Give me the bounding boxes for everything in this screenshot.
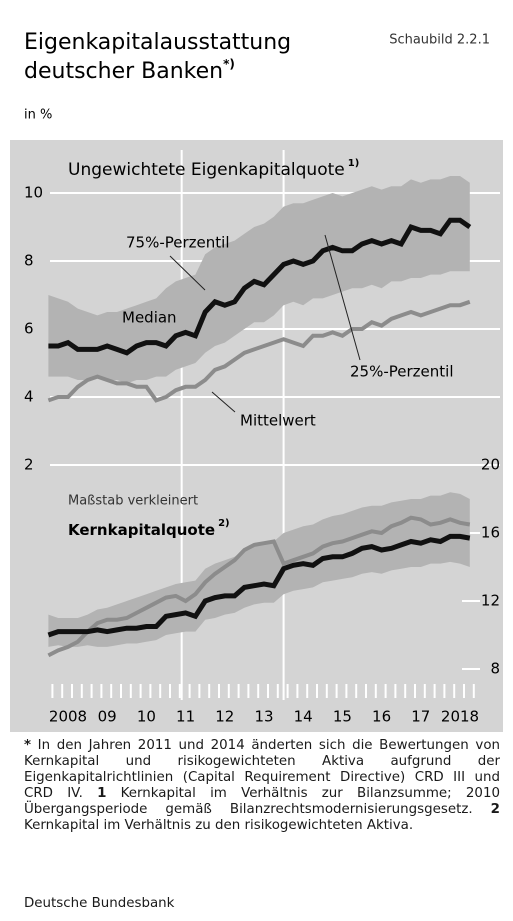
chart: Eigenkapitalausstattung deutscher Banken… — [10, 30, 503, 732]
x-tick-label: 12 — [215, 708, 234, 726]
series-line — [47, 533, 471, 638]
leader-line — [169, 255, 206, 291]
annotation: Maßstab verkleinert — [68, 494, 198, 509]
x-tick-label: 17 — [411, 708, 430, 726]
x-tick-label: 09 — [98, 708, 117, 726]
x-tick-label: 10 — [137, 708, 156, 726]
footnote-text: Kernkapital im Verhältnis zur Bilanzsumm… — [24, 786, 500, 817]
panel-title: Ungewichtete Eigenkapitalquote 1) — [68, 158, 359, 180]
x-tick-label: 11 — [176, 708, 195, 726]
panel-title: Ungewichtete Eigenkapitalquote — [68, 160, 345, 180]
leader-line — [211, 391, 236, 413]
series-line — [48, 217, 472, 356]
y-tick-label: 4 — [24, 388, 34, 406]
x-tick-label: 15 — [333, 708, 352, 726]
x-tick-label: 2008 — [49, 708, 87, 726]
footnote-marker: 1 — [97, 786, 107, 801]
source: Deutsche Bundesbank — [24, 896, 175, 911]
footnote: * In den Jahren 2011 und 2014 änderten s… — [24, 738, 500, 834]
data — [47, 176, 472, 658]
figure-label: Schaubild 2.2.1 — [389, 33, 490, 48]
y2-tick-label: 8 — [490, 660, 500, 678]
y-tick-label: 10 — [24, 184, 43, 202]
y2-tick-label: 16 — [481, 524, 500, 542]
x-tick-label: 13 — [254, 708, 273, 726]
series-line — [47, 299, 471, 403]
panel-title: Kernkapitalquote 2) — [68, 518, 230, 539]
chart-title: deutscher Banken — [24, 59, 223, 84]
series-line — [47, 515, 471, 658]
x-tick-label: 14 — [294, 708, 313, 726]
title-note: *) — [223, 57, 235, 71]
annotation: 75%-Perzentil — [126, 234, 229, 252]
labels: Ungewichtete Eigenkapitalquote 1) 75%-Per… — [24, 158, 500, 726]
unit-label: in % — [24, 108, 52, 123]
y2-tick-label: 12 — [481, 592, 500, 610]
percentile-band — [48, 176, 470, 384]
chart-title: deutscher Banken*) — [24, 57, 235, 85]
footnote-marker: * — [24, 738, 32, 753]
footnote-text: In den Jahren 2011 und 2014 änderten sic… — [24, 738, 500, 801]
footnote-marker: 2 — [490, 802, 500, 817]
x-tick-label: 16 — [372, 708, 391, 726]
chart-title: Eigenkapitalausstattung — [24, 30, 291, 55]
footnote-text: Kernkapital im Verhältnis zu den risikog… — [24, 818, 414, 833]
y-tick-label: 8 — [24, 252, 34, 270]
x-tick-label: 2018 — [441, 708, 479, 726]
panel-note: 2) — [218, 518, 230, 529]
series-label: Median — [122, 309, 177, 327]
y-tick-label: 6 — [24, 320, 34, 338]
y-tick-label: 2 — [24, 456, 34, 474]
percentile-band — [48, 492, 470, 647]
y2-tick-label: 20 — [481, 456, 500, 474]
annotation: 25%-Perzentil — [350, 363, 453, 381]
leader-line — [324, 234, 361, 361]
panel-title: Kernkapitalquote — [68, 521, 215, 539]
series-label: Mittelwert — [240, 412, 316, 430]
panel-note: 1) — [348, 158, 360, 169]
